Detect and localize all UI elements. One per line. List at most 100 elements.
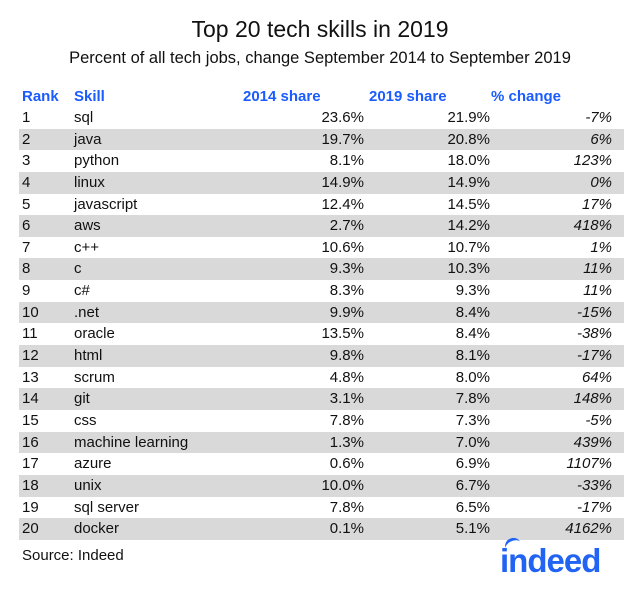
cell-skill: aws	[74, 217, 101, 235]
cell-2014-share: 9.3%	[329, 260, 364, 278]
cell-pct-change: 418%	[573, 217, 612, 235]
indeed-logo: indeed	[500, 542, 601, 579]
cell-rank: 15	[22, 411, 39, 429]
cell-2019-share: 10.3%	[447, 260, 490, 278]
cell-2019-share: 9.3%	[455, 282, 490, 300]
cell-rank: 14	[22, 390, 39, 408]
cell-2019-share: 10.7%	[447, 238, 490, 256]
cell-2019-share: 8.0%	[455, 368, 490, 386]
cell-pct-change: 1107%	[566, 455, 612, 473]
table-row: 15 css 7.8% 7.3% -5%	[19, 410, 624, 432]
cell-rank: 3	[22, 152, 31, 170]
header-2019-share: 2019 share	[369, 88, 447, 105]
cell-skill: c#	[74, 282, 90, 300]
cell-2019-share: 6.5%	[455, 498, 490, 516]
cell-skill: .net	[74, 303, 100, 321]
cell-2014-share: 2.7%	[329, 217, 364, 235]
table-row: 7 c++ 10.6% 10.7% 1%	[19, 237, 624, 259]
header-skill: Skill	[74, 88, 105, 105]
cell-skill: git	[74, 390, 90, 408]
cell-2019-share: 5.1%	[455, 520, 490, 538]
table-row: 9 c# 8.3% 9.3% 11%	[19, 280, 624, 302]
cell-rank: 12	[22, 347, 39, 365]
cell-rank: 9	[22, 282, 31, 300]
cell-2014-share: 1.3%	[329, 433, 364, 451]
header-rank: Rank	[22, 88, 59, 105]
cell-pct-change: 17%	[581, 195, 612, 213]
cell-2014-share: 0.1%	[329, 520, 364, 538]
table-row: 6 aws 2.7% 14.2% 418%	[19, 215, 624, 237]
cell-2014-share: 9.9%	[329, 303, 364, 321]
cell-skill: machine learning	[74, 433, 189, 451]
table-row: 17 azure 0.6% 6.9% 1107%	[19, 453, 624, 475]
cell-2014-share: 9.8%	[329, 347, 364, 365]
cell-2019-share: 14.2%	[447, 217, 490, 235]
cell-skill: sql	[74, 109, 94, 126]
skills-table: Rank Skill 2014 share 2019 share % chang…	[19, 86, 624, 540]
cell-pct-change: -15%	[576, 303, 612, 321]
cell-rank: 1	[22, 109, 31, 126]
cell-2019-share: 20.8%	[447, 130, 490, 148]
cell-2019-share: 7.0%	[455, 433, 490, 451]
cell-rank: 11	[22, 325, 38, 343]
cell-skill: scrum	[74, 368, 115, 386]
table-row: 1 sql 23.6% 21.9% -7%	[19, 107, 624, 129]
chart-subtitle: Percent of all tech jobs, change Septemb…	[69, 49, 571, 67]
cell-rank: 17	[22, 455, 39, 473]
cell-pct-change: 11%	[583, 282, 612, 300]
cell-pct-change: -33%	[576, 476, 612, 494]
table-row: 12 html 9.8% 8.1% -17%	[19, 345, 624, 367]
cell-skill: docker	[74, 520, 120, 538]
table-body: 1 sql 23.6% 21.9% -7% 2 java 19.7% 20.8% 6% 3 pytho…	[19, 107, 624, 540]
cell-2019-share: 8.4%	[455, 325, 490, 343]
cell-rank: 20	[22, 520, 39, 538]
cell-pct-change: 148%	[573, 390, 612, 408]
cell-rank: 19	[22, 498, 39, 516]
cell-skill: javascript	[74, 195, 138, 213]
cell-2014-share: 8.3%	[329, 282, 364, 300]
cell-skill: azure	[74, 455, 112, 473]
cell-2014-share: 10.0%	[321, 476, 364, 494]
cell-pct-change: 0%	[590, 173, 612, 191]
cell-2014-share: 7.8%	[329, 498, 364, 516]
table-row: 11 oracle 13.5% 8.4% -38%	[19, 323, 624, 345]
table-row: 16 machine learning 1.3% 7.0% 439%	[19, 431, 624, 454]
table-row: 18 unix 10.0% 6.7% -33%	[19, 474, 624, 497]
cell-2014-share: 7.8%	[329, 411, 364, 429]
cell-skill: java	[74, 130, 102, 148]
cell-rank: 18	[22, 476, 39, 494]
table-row: 3 python 8.1% 18.0% 123%	[19, 150, 624, 172]
source-note: Source: Indeed	[22, 547, 124, 564]
cell-pct-change: -38%	[576, 325, 612, 343]
chart-title: Top 20 tech skills in 2019	[191, 16, 449, 42]
cell-2014-share: 8.1%	[329, 152, 364, 170]
cell-pct-change: 1%	[590, 238, 612, 256]
cell-skill: python	[74, 152, 120, 170]
cell-skill: css	[74, 411, 97, 429]
cell-2019-share: 21.9%	[447, 109, 490, 126]
cell-skill: c++	[74, 238, 100, 256]
cell-skill: unix	[74, 476, 102, 494]
table-row: 10 .net 9.9% 8.4% -15%	[19, 301, 624, 324]
cell-skill: html	[74, 347, 103, 365]
cell-pct-change: 64%	[581, 368, 612, 386]
header-2014-share: 2014 share	[243, 88, 321, 105]
cell-rank: 4	[22, 173, 31, 191]
cell-2019-share: 6.9%	[455, 455, 490, 473]
table-row: 8 c 9.3% 10.3% 11%	[19, 258, 624, 281]
cell-2014-share: 12.4%	[321, 195, 364, 213]
cell-2019-share: 14.9%	[447, 173, 490, 191]
cell-pct-change: 6%	[590, 130, 612, 148]
cell-pct-change: 11%	[583, 260, 612, 278]
cell-pct-change: -17%	[576, 347, 612, 365]
cell-2014-share: 19.7%	[321, 130, 364, 148]
cell-skill: oracle	[74, 325, 115, 343]
cell-2014-share: 3.1%	[329, 390, 364, 408]
cell-rank: 5	[22, 195, 31, 213]
cell-2019-share: 7.3%	[455, 411, 490, 429]
table-row: 5 javascript 12.4% 14.5% 17%	[19, 194, 624, 216]
cell-rank: 7	[22, 238, 31, 256]
table-row: 2 java 19.7% 20.8% 6%	[19, 128, 624, 151]
table-row: 19 sql server 7.8% 6.5% -17%	[19, 497, 624, 519]
cell-pct-change: -5%	[585, 411, 612, 429]
